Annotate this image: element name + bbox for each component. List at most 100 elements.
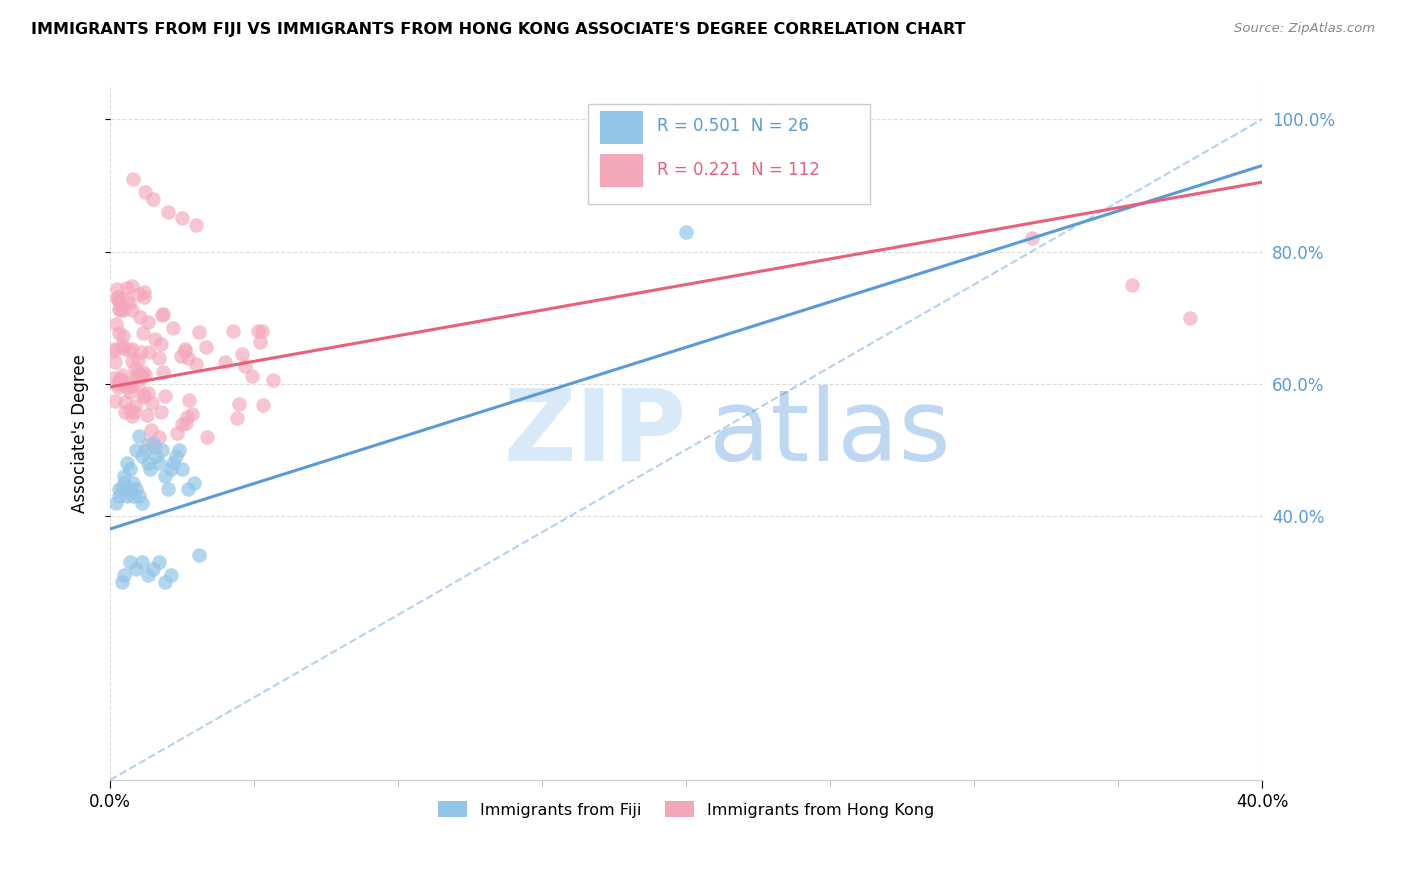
Point bbox=[107, 294, 129, 309]
Point bbox=[176, 351, 198, 365]
Point bbox=[108, 302, 131, 317]
Point bbox=[150, 308, 173, 322]
Point bbox=[129, 310, 152, 324]
Point bbox=[150, 336, 173, 351]
Point bbox=[170, 349, 193, 363]
Point bbox=[150, 442, 173, 457]
Text: ZIP: ZIP bbox=[503, 384, 686, 482]
Point bbox=[107, 380, 129, 394]
Point bbox=[187, 326, 209, 340]
Point bbox=[111, 303, 134, 318]
Point bbox=[114, 395, 136, 409]
Point bbox=[111, 368, 134, 382]
Point bbox=[131, 450, 153, 464]
Point bbox=[111, 338, 134, 352]
Point bbox=[149, 405, 172, 419]
Point bbox=[110, 372, 132, 386]
Point bbox=[121, 302, 143, 317]
Point bbox=[111, 341, 134, 355]
Point bbox=[170, 462, 193, 476]
Point bbox=[152, 307, 174, 321]
Point bbox=[129, 345, 152, 359]
Legend: Immigrants from Fiji, Immigrants from Hong Kong: Immigrants from Fiji, Immigrants from Ho… bbox=[432, 795, 941, 824]
Point bbox=[131, 495, 153, 509]
Text: IMMIGRANTS FROM FIJI VS IMMIGRANTS FROM HONG KONG ASSOCIATE'S DEGREE CORRELATION: IMMIGRANTS FROM FIJI VS IMMIGRANTS FROM … bbox=[31, 22, 966, 37]
Point bbox=[136, 315, 159, 329]
Text: Source: ZipAtlas.com: Source: ZipAtlas.com bbox=[1234, 22, 1375, 36]
Y-axis label: Associate's Degree: Associate's Degree bbox=[72, 354, 89, 513]
Point bbox=[136, 568, 159, 582]
Point bbox=[128, 286, 150, 301]
Bar bbox=[599, 153, 644, 187]
Point bbox=[134, 368, 156, 383]
Point bbox=[122, 171, 145, 186]
Point bbox=[125, 368, 148, 383]
Point bbox=[139, 423, 162, 437]
Point bbox=[148, 456, 170, 470]
Text: R = 0.221  N = 112: R = 0.221 N = 112 bbox=[657, 161, 820, 178]
Point bbox=[132, 365, 155, 379]
Point bbox=[107, 483, 129, 497]
Point bbox=[120, 555, 142, 569]
Point bbox=[138, 345, 160, 359]
Point bbox=[240, 369, 263, 384]
Point bbox=[165, 450, 187, 464]
Point bbox=[134, 442, 156, 457]
Point bbox=[103, 371, 125, 385]
Point bbox=[1021, 231, 1043, 245]
Point bbox=[177, 483, 200, 497]
Point bbox=[107, 326, 129, 340]
Point bbox=[131, 370, 153, 384]
Point bbox=[145, 450, 167, 464]
Point bbox=[117, 489, 139, 503]
Point bbox=[142, 436, 165, 450]
Point bbox=[156, 483, 179, 497]
Point bbox=[1121, 277, 1143, 292]
Point bbox=[125, 561, 148, 575]
Point bbox=[247, 324, 270, 338]
Point bbox=[141, 396, 163, 410]
Point bbox=[132, 391, 155, 405]
Point bbox=[1178, 310, 1201, 325]
Point bbox=[114, 469, 136, 483]
Point bbox=[120, 402, 142, 417]
Point bbox=[179, 393, 201, 408]
Point bbox=[121, 343, 143, 357]
Point bbox=[122, 405, 145, 419]
Point bbox=[156, 205, 179, 219]
Point bbox=[122, 475, 145, 490]
Point bbox=[136, 408, 159, 422]
Point bbox=[110, 574, 132, 589]
Point bbox=[118, 343, 141, 358]
Point bbox=[184, 357, 207, 371]
Point bbox=[138, 386, 160, 401]
Point bbox=[124, 361, 146, 376]
Point bbox=[107, 489, 129, 503]
Point bbox=[131, 555, 153, 569]
Point bbox=[104, 495, 127, 509]
Point bbox=[142, 192, 165, 206]
Point bbox=[250, 324, 273, 338]
Point bbox=[111, 329, 134, 343]
Point bbox=[194, 340, 217, 354]
Point bbox=[152, 365, 174, 379]
Point bbox=[249, 334, 271, 349]
Point bbox=[228, 396, 250, 410]
Point bbox=[120, 462, 142, 476]
Text: atlas: atlas bbox=[709, 384, 950, 482]
Point bbox=[138, 436, 160, 450]
Point bbox=[125, 483, 148, 497]
Point bbox=[115, 292, 138, 306]
Point bbox=[114, 568, 136, 582]
Point bbox=[173, 344, 195, 359]
Point bbox=[105, 283, 128, 297]
Point bbox=[122, 489, 145, 503]
Point bbox=[153, 469, 176, 483]
Point bbox=[110, 483, 132, 497]
Point bbox=[170, 211, 193, 226]
Point bbox=[104, 355, 127, 369]
Point bbox=[118, 296, 141, 310]
FancyBboxPatch shape bbox=[588, 103, 870, 204]
Point bbox=[107, 376, 129, 391]
Point bbox=[105, 317, 128, 331]
